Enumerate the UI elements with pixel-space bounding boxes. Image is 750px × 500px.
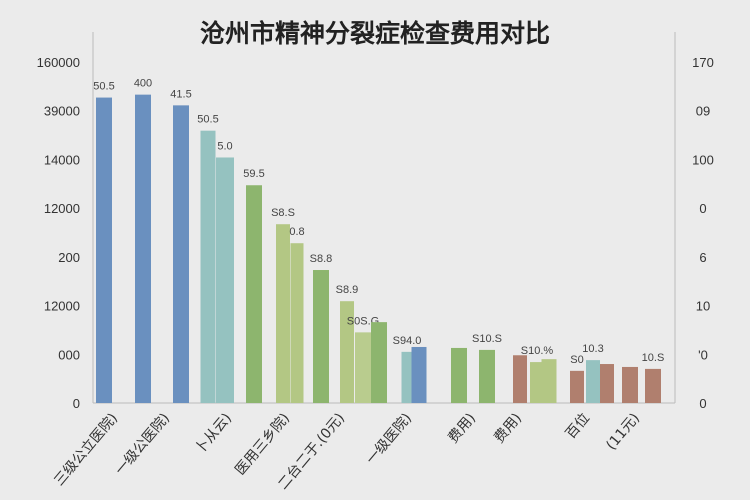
data-label: 50.5: [93, 81, 114, 93]
bar: [541, 359, 557, 403]
bar: [200, 130, 216, 404]
data-label: S8.8: [310, 253, 333, 265]
bar: [340, 301, 354, 403]
bar: [276, 224, 290, 403]
right-tick-label: 0: [699, 396, 706, 411]
bar: [570, 370, 584, 403]
x-tick-label: (11元): [603, 410, 643, 453]
right-tick-label: 170: [692, 55, 714, 70]
chart-title: 沧州市精神分裂症检查费用对比: [199, 19, 550, 48]
data-label: 50.5: [197, 114, 218, 126]
x-tick-label: 费用): [491, 410, 525, 446]
bar: [246, 185, 262, 403]
bar: [513, 355, 527, 403]
data-label: S8.S: [271, 207, 295, 219]
data-label: S10.%: [521, 345, 554, 357]
data-label: S8.9: [336, 284, 359, 296]
right-tick-label: 09: [696, 104, 710, 119]
x-tick-label: 三级公立医院): [51, 410, 121, 489]
x-tick-label: 卜从云): [192, 410, 235, 457]
bar: [371, 322, 387, 403]
bar: [411, 346, 427, 403]
left-tick-label: 0: [73, 396, 80, 411]
data-label: S94.0: [393, 335, 422, 347]
left-tick-label: 000: [58, 347, 80, 362]
data-label: 59.5: [243, 168, 264, 180]
right-tick-label: 0: [699, 201, 706, 216]
data-label: 10.3: [582, 343, 603, 355]
bar: [600, 364, 614, 403]
bar: [290, 243, 304, 403]
left-tick-label: 12000: [44, 299, 80, 314]
data-label: 400: [134, 78, 152, 90]
data-label: 10.S: [642, 352, 665, 364]
data-label: 0.8: [289, 226, 304, 238]
bar: [135, 94, 151, 403]
data-label: 41.5: [170, 88, 191, 100]
right-tick-label: '0: [698, 347, 708, 362]
x-tick-label: 一级医院): [363, 410, 415, 467]
bar: [586, 360, 600, 403]
x-tick-label: 百位: [563, 410, 593, 442]
bar: [622, 366, 638, 403]
data-label: S0: [570, 354, 583, 366]
bar: [313, 270, 329, 403]
bar: [479, 349, 495, 403]
bar: [451, 347, 467, 403]
left-tick-label: 14000: [44, 152, 80, 167]
data-label: 5.0: [217, 140, 232, 152]
bar: [96, 97, 112, 403]
right-tick-label: 6: [699, 250, 706, 265]
right-tick-label: 100: [692, 152, 714, 167]
bar: [216, 157, 234, 403]
data-label: S10.S: [472, 333, 502, 345]
bar: [645, 368, 661, 403]
bar: [530, 362, 544, 403]
left-tick-label: 160000: [37, 55, 80, 70]
left-tick-label: 39000: [44, 104, 80, 119]
left-tick-label: 12000: [44, 201, 80, 216]
x-tick-label: 费用): [445, 410, 479, 446]
bar: [401, 351, 413, 403]
bar: [355, 332, 371, 403]
bar: [173, 105, 189, 403]
x-tick-label: 一级公医院): [112, 410, 173, 478]
x-tick-label: 医用三乡院): [232, 410, 293, 478]
left-tick-label: 200: [58, 250, 80, 265]
right-tick-label: 10: [696, 299, 710, 314]
